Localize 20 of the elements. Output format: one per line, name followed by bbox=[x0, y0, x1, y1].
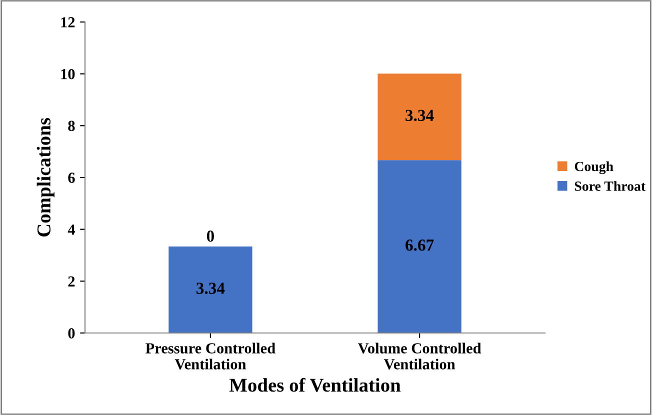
y-tick-label: 0 bbox=[68, 328, 75, 338]
y-axis-title: Complications bbox=[36, 118, 54, 237]
y-tick-label: 12 bbox=[61, 17, 75, 28]
data-label: 3.34 bbox=[196, 282, 225, 294]
y-tick-label: 6 bbox=[68, 172, 75, 183]
y-tick-label: 10 bbox=[61, 68, 75, 80]
x-axis-title: Modes of Ventilation bbox=[229, 378, 401, 392]
legend-label: Cough bbox=[574, 161, 614, 174]
data-label: 6.67 bbox=[406, 240, 434, 251]
legend-label: Sore Throat bbox=[574, 181, 646, 191]
data-label: 0 bbox=[206, 230, 214, 242]
y-tick-label: 8 bbox=[68, 120, 75, 132]
x-tick-label: Volume Controlled Ventilation bbox=[358, 342, 482, 370]
bar bbox=[378, 160, 462, 333]
bar bbox=[378, 74, 462, 160]
bar bbox=[168, 246, 252, 333]
y-tick-label: 4 bbox=[68, 224, 75, 235]
data-label: 3.34 bbox=[406, 110, 434, 122]
x-tick-label: Pressure Controlled Ventilation bbox=[146, 342, 276, 370]
y-tick-label: 2 bbox=[68, 276, 75, 286]
